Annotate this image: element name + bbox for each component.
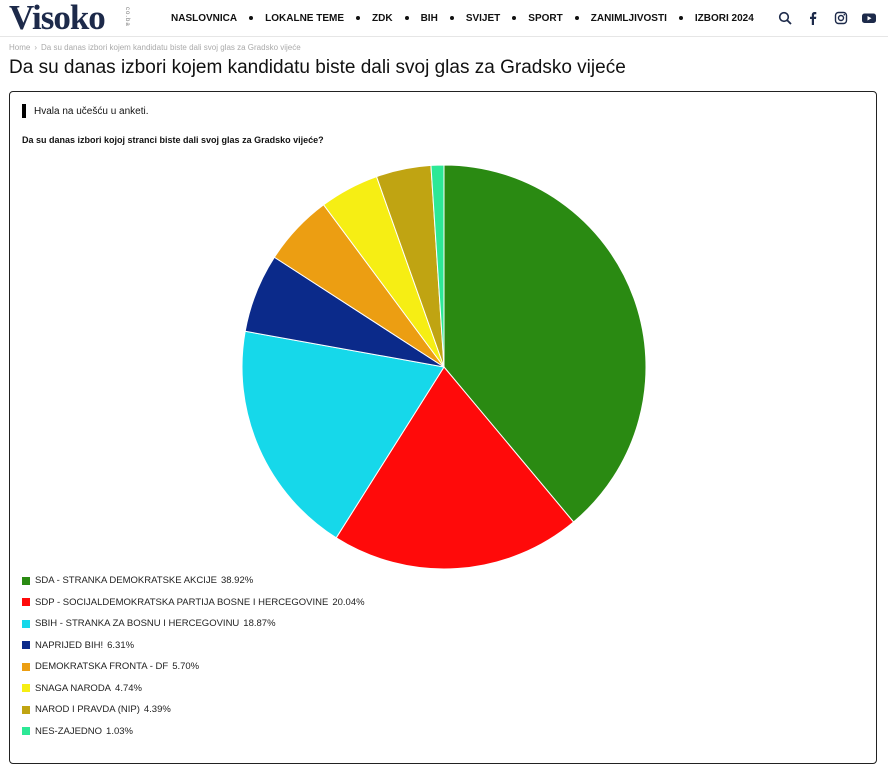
chart-legend: SDA - STRANKA DEMOKRATSKE AKCIJE 38.92% SD… [22, 570, 365, 742]
legend-item: NAROD I PRAVDA (NIP) 4.39% [22, 699, 365, 721]
nav-lokalne-teme[interactable]: LOKALNE TEME [265, 12, 345, 24]
legend-swatch [22, 619, 30, 628]
legend-percentage: 1.03% [106, 725, 133, 737]
nav-zanimljivosti[interactable]: ZANIMLJIVOSTI [590, 12, 667, 24]
legend-label: SDA - STRANKA DEMOKRATSKE AKCIJE [35, 575, 217, 587]
legend-item: SBIH - STRANKA ZA BOSNU I HERCEGOVINU 18.… [22, 613, 365, 635]
page-title: Da su danas izbori kojem kandidatu biste… [9, 57, 626, 78]
main-nav: NASLOVNICA LOKALNE TEME ZDK BIH SVIJET S… [171, 0, 754, 36]
legend-item: SNAGA NARODA 4.74% [22, 678, 365, 700]
breadcrumb-current: Da su danas izbori kojem kandidatu biste… [41, 43, 301, 52]
pie-slice-3 [241, 330, 445, 539]
legend-label: SNAGA NARODA [35, 682, 112, 694]
legend-swatch [22, 598, 30, 607]
legend-item: DEMOKRATSKA FRONTA - DF 5.70% [22, 656, 365, 678]
instagram-icon[interactable] [832, 9, 850, 27]
legend-label: NES-ZAJEDNO [35, 725, 103, 737]
nav-separator [404, 16, 409, 20]
pie-chart [241, 164, 647, 570]
nav-separator [678, 16, 683, 20]
legend-label: NAROD I PRAVDA (NIP) [35, 704, 140, 716]
legend-percentage: 5.70% [172, 661, 200, 673]
legend-swatch [22, 727, 30, 736]
legend-item: SDP - SOCIJALDEMOKRATSKA PARTIJA BOSNE I… [22, 592, 365, 614]
legend-swatch [22, 684, 30, 693]
nav-izbori-2024[interactable]: IZBORI 2024 [694, 12, 754, 24]
nav-zdk[interactable]: ZDK [372, 12, 393, 24]
nav-naslovnica[interactable]: NASLOVNICA [171, 12, 238, 24]
legend-item: SDA - STRANKA DEMOKRATSKE AKCIJE 38.92% [22, 570, 365, 592]
legend-item: NAPRIJED BIH! 6.31% [22, 635, 365, 657]
legend-label: SBIH - STRANKA ZA BOSNU I HERCEGOVINU [35, 618, 240, 630]
breadcrumb-separator: › [34, 43, 38, 52]
legend-swatch [22, 705, 30, 714]
poll-question: Da su danas izbori kojoj stranci biste d… [22, 135, 324, 145]
legend-swatch [22, 641, 30, 650]
legend-label: NAPRIJED BIH! [35, 639, 104, 651]
youtube-icon[interactable] [860, 9, 878, 27]
nav-bih[interactable]: BIH [420, 12, 438, 24]
nav-separator [356, 16, 361, 20]
nav-separator [249, 16, 254, 20]
thanks-text: Hvala na učešću u anketi. [34, 105, 149, 117]
legend-percentage: 20.04% [332, 596, 365, 608]
logo-domain: co.ba [124, 7, 130, 27]
legend-item: NES-ZAJEDNO 1.03% [22, 721, 365, 743]
site-header: Visoko co.ba NASLOVNICA LOKALNE TEME ZDK… [0, 0, 888, 37]
legend-percentage: 4.39% [143, 704, 171, 716]
poll-results-box: Hvala na učešću u anketi. Da su danas iz… [9, 91, 877, 764]
header-icons [776, 9, 878, 27]
legend-label: DEMOKRATSKA FRONTA - DF [35, 661, 169, 673]
poll-thanks-message: Hvala na učešću u anketi. [22, 104, 149, 118]
legend-percentage: 6.31% [107, 639, 135, 651]
legend-swatch [22, 576, 30, 585]
legend-label: SDP - SOCIJALDEMOKRATSKA PARTIJA BOSNE I… [35, 596, 329, 608]
search-icon[interactable] [776, 9, 794, 27]
legend-percentage: 4.74% [115, 682, 142, 694]
breadcrumb-home[interactable]: Home [9, 43, 31, 52]
nav-separator [449, 16, 454, 20]
thanks-marker [22, 104, 26, 118]
pie-slice-8 [430, 164, 445, 368]
nav-separator [512, 16, 517, 20]
legend-swatch [22, 662, 30, 671]
legend-percentage: 38.92% [220, 575, 254, 587]
site-logo[interactable]: Visoko [9, 0, 106, 37]
legend-percentage: 18.87% [243, 618, 276, 630]
pie-slice-1 [443, 164, 647, 523]
nav-sport[interactable]: SPORT [528, 12, 563, 24]
facebook-icon[interactable] [804, 9, 822, 27]
nav-svijet[interactable]: SVIJET [465, 12, 501, 24]
breadcrumb: Home › Da su danas izbori kojem kandidatu … [9, 43, 301, 52]
pie-slice-2 [335, 366, 575, 570]
nav-separator [574, 16, 579, 20]
